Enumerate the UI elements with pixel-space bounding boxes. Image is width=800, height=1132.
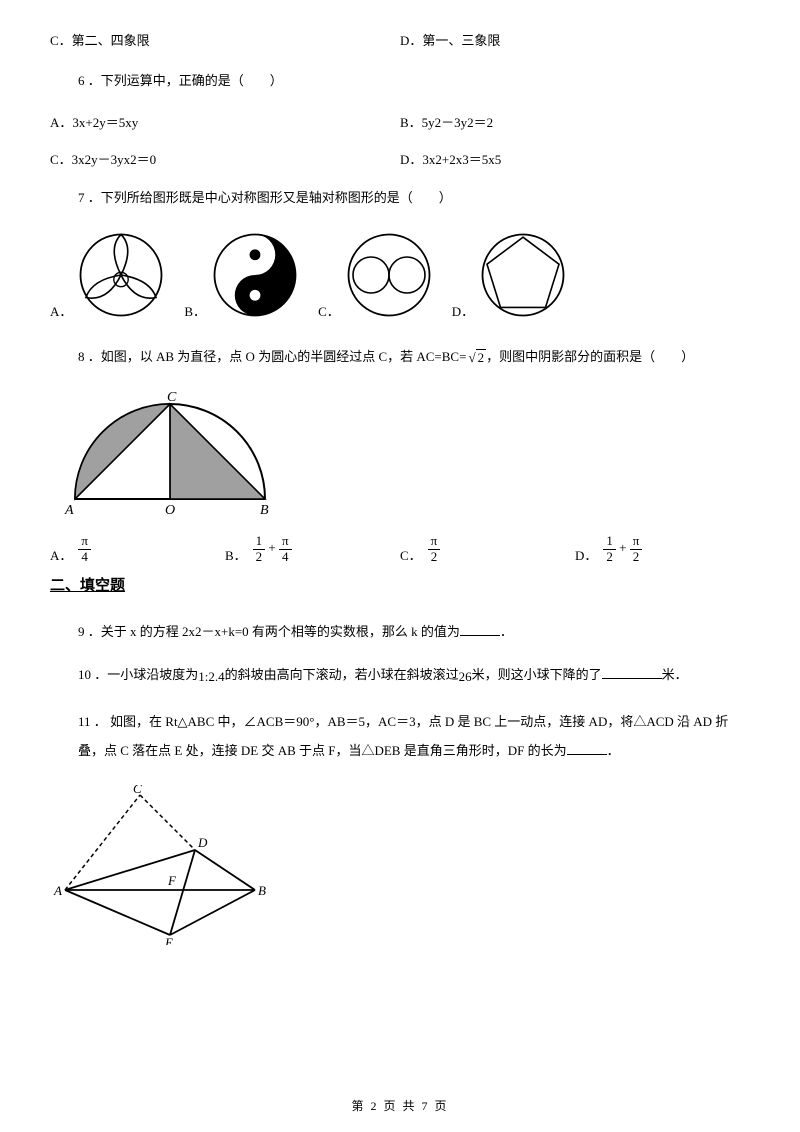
q8-opt-d: D． 12 + π2: [575, 534, 750, 564]
svg-text:C: C: [133, 785, 142, 796]
q8-label-a: A．: [50, 545, 72, 564]
semicircle-diagram-icon: C A O B: [55, 389, 285, 519]
q6-opt-c: C．3x2y－3yx2＝0: [50, 149, 400, 168]
q8-label-d: D．: [575, 545, 597, 564]
q5-opt-c: C．第二、四象限: [50, 30, 400, 49]
q10-stem-b: 的斜坡由高向下滚动，若小球在斜坡滚过: [225, 667, 459, 682]
fraction-icon: π2: [428, 534, 441, 564]
svg-text:A: A: [53, 883, 62, 898]
q7-opt-c: C．: [318, 230, 434, 320]
q6-stem: 6 ．下列运算中，正确的是（ ）: [50, 69, 750, 92]
q8-options: A． π4 B． 12 + π4 C． π2 D． 12 + π2: [50, 534, 750, 564]
q5-options: C．第二、四象限 D．第一、三象限: [50, 30, 750, 49]
svg-text:C: C: [167, 390, 177, 405]
svg-text:A: A: [64, 503, 74, 518]
q8-stem-b: ，则图中阴影部分的面积是（ ）: [486, 349, 694, 364]
distance-value: 26: [459, 665, 472, 688]
q6-options-row1: A．3x+2y＝5xy B．5y2－3y2＝2: [50, 112, 750, 131]
q7-opt-d: D．: [452, 230, 568, 320]
q8-stem-a: 8 ．如图，以 AB 为直径，点 O 为圆心的半圆经过点 C，若 AC=BC=: [78, 349, 466, 364]
q8-label-c: C．: [400, 545, 422, 564]
q10-stem-c: 米，则这小球下降的了: [472, 667, 602, 682]
svg-text:E: E: [164, 935, 173, 945]
q11: 11 ． 如图，在 Rt△ABC 中，∠ACB＝90°，AB＝5，AC＝3，点 …: [50, 708, 750, 765]
q6-opt-b: B．5y2－3y2＝2: [400, 112, 750, 131]
two-circles-icon: [344, 230, 434, 320]
slope-value: 1:2.4: [198, 665, 224, 688]
q7-opt-a: A．: [50, 230, 166, 320]
q11-stem-a: 11 ． 如图，在 Rt△ABC 中，∠ACB＝90°，AB＝5，AC＝3，点 …: [78, 714, 728, 758]
q8-figure: C A O B: [55, 389, 750, 519]
svg-text:F: F: [167, 873, 177, 888]
blank-input[interactable]: [602, 665, 662, 679]
blank-input[interactable]: [567, 741, 607, 755]
q7-figure-options: A． B． C． D．: [50, 230, 750, 320]
expr-b: 12 + π4: [253, 534, 292, 564]
q8-label-b: B．: [225, 545, 247, 564]
blank-input[interactable]: [460, 622, 500, 636]
pentagon-in-circle-icon: [478, 230, 568, 320]
q11-figure: C D A F B E: [50, 785, 750, 945]
q5-opt-d: D．第一、三象限: [400, 30, 750, 49]
fraction-icon: π4: [78, 534, 91, 564]
q7-label-d: D．: [452, 301, 474, 320]
section-2-title: 二、填空题: [50, 574, 750, 595]
svg-text:B: B: [258, 883, 266, 898]
sqrt-icon: 2: [466, 346, 486, 369]
q9: 9 ．关于 x 的方程 2x2－x+k=0 有两个相等的实数根，那么 k 的值为…: [50, 620, 750, 643]
q10-stem-a: 10 ．一小球沿坡度为: [78, 667, 198, 682]
expr-d: 12 + π2: [603, 534, 642, 564]
svg-text:B: B: [260, 503, 269, 518]
trefoil-icon: [76, 230, 166, 320]
q10: 10 ．一小球沿坡度为1:2.4的斜坡由高向下滚动，若小球在斜坡滚过26米，则这…: [50, 663, 750, 688]
svg-text:O: O: [165, 503, 175, 518]
svg-text:D: D: [197, 835, 208, 850]
q6-options-row2: C．3x2y－3yx2＝0 D．3x2+2x3＝5x5: [50, 149, 750, 168]
q7-stem: 7 ．下列所给图形既是中心对称图形又是轴对称图形的是（ ）: [50, 186, 750, 209]
page-footer: 第 2 页 共 7 页: [0, 1097, 800, 1114]
q7-opt-b: B．: [184, 230, 300, 320]
q7-label-c: C．: [318, 301, 340, 320]
q10-stem-d: 米．: [662, 667, 688, 682]
q8-opt-b: B． 12 + π4: [225, 534, 400, 564]
q9-stem-b: ．: [500, 624, 513, 639]
q7-label-a: A．: [50, 301, 72, 320]
q11-stem-b: ．: [607, 743, 620, 758]
q8-opt-a: A． π4: [50, 534, 225, 564]
fold-triangle-diagram-icon: C D A F B E: [50, 785, 270, 945]
q8-opt-c: C． π2: [400, 534, 575, 564]
yinyang-icon: [210, 230, 300, 320]
q7-label-b: B．: [184, 301, 206, 320]
q6-opt-d: D．3x2+2x3＝5x5: [400, 149, 750, 168]
q8-stem: 8 ．如图，以 AB 为直径，点 O 为圆心的半圆经过点 C，若 AC=BC=2…: [50, 345, 750, 370]
q6-opt-a: A．3x+2y＝5xy: [50, 112, 400, 131]
q9-stem-a: 9 ．关于 x 的方程 2x2－x+k=0 有两个相等的实数根，那么 k 的值为: [78, 624, 460, 639]
